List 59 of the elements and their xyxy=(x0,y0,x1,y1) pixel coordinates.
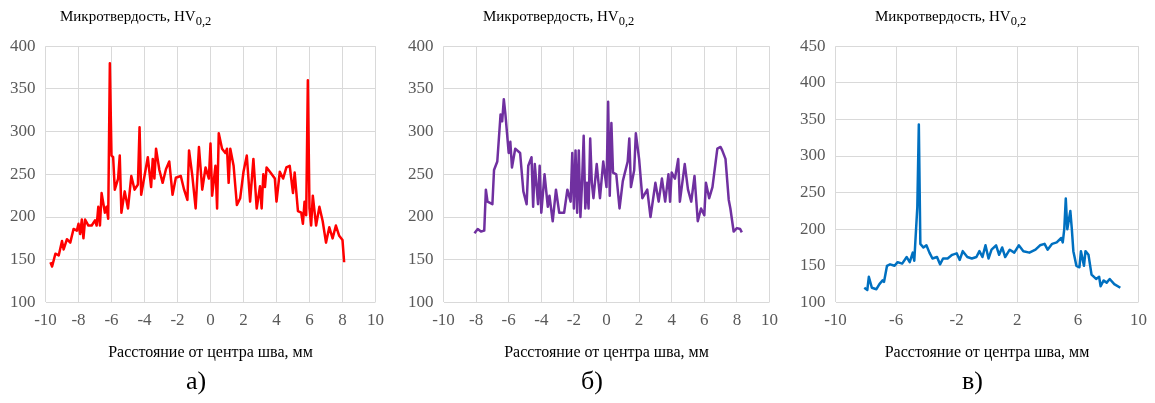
x-tick-label: 10 xyxy=(367,310,384,330)
x-tick-label: -10 xyxy=(34,310,57,330)
x-axis-title: Расстояние от центра шва, мм xyxy=(504,342,709,361)
y-tick-label: 250 xyxy=(408,163,434,183)
y-tick-label: 150 xyxy=(408,249,434,269)
y-tick-label: 350 xyxy=(800,108,826,128)
y-tick-label: 150 xyxy=(10,249,36,269)
y-tick-label: 450 xyxy=(800,35,826,55)
x-axis-title: Расстояние от центра шва, мм xyxy=(884,342,1090,361)
y-tick-label: 300 xyxy=(800,145,826,165)
x-tick-label: 2 xyxy=(1013,310,1022,330)
x-tick-label: -10 xyxy=(432,310,455,330)
y-tick-label: 400 xyxy=(800,72,826,92)
y-tick-label: 350 xyxy=(10,78,36,98)
text: б) xyxy=(580,366,604,396)
x-tick-label: -8 xyxy=(469,310,484,330)
x-tick-label: -4 xyxy=(137,310,153,330)
y-tick-label: 200 xyxy=(10,206,36,226)
text: а) xyxy=(184,366,208,396)
x-tick-label: -4 xyxy=(534,310,549,330)
x-tick-label: 6 xyxy=(700,310,709,330)
x-tick-label: 6 xyxy=(305,310,314,330)
x-tick-label: -2 xyxy=(949,310,964,330)
y-axis-title: Микротвердость, HV$_{0,2}$ xyxy=(875,8,1027,29)
x-tick-label: 8 xyxy=(732,310,742,330)
y-tick-label: 300 xyxy=(10,121,36,141)
y-axis-title: Микротвердость, HV$_{0,2}$ xyxy=(483,8,635,29)
y-tick-label: 100 xyxy=(800,291,826,311)
y-tick-label: 150 xyxy=(800,255,826,275)
y-tick-label: 250 xyxy=(10,163,36,183)
x-tick-label: -6 xyxy=(104,310,119,330)
x-tick-label: -6 xyxy=(889,310,904,330)
x-tick-label: -6 xyxy=(501,310,516,330)
text: в) xyxy=(961,366,984,396)
x-tick-label: 0 xyxy=(602,310,611,330)
y-tick-label: 350 xyxy=(408,78,434,98)
y-tick-label: 200 xyxy=(408,206,434,226)
y-tick-label: 250 xyxy=(800,182,826,202)
x-tick-label: -2 xyxy=(566,310,581,330)
x-tick-label: -8 xyxy=(71,310,86,330)
x-tick-label: 4 xyxy=(667,310,677,330)
x-axis-title: Расстояние от центра шва, мм xyxy=(108,342,313,361)
y-tick-label: 100 xyxy=(10,291,36,311)
x-tick-label: 4 xyxy=(272,310,282,330)
x-tick-label: 2 xyxy=(634,310,644,330)
y-tick-label: 400 xyxy=(408,35,434,55)
x-tick-label: 10 xyxy=(1130,310,1147,330)
y-tick-label: 100 xyxy=(408,291,434,311)
x-tick-label: 8 xyxy=(338,310,347,330)
y-tick-label: 200 xyxy=(800,218,826,238)
x-tick-label: 2 xyxy=(239,310,248,330)
x-tick-label: -10 xyxy=(824,310,847,330)
x-tick-label: -2 xyxy=(170,310,185,330)
x-tick-label: 6 xyxy=(1073,310,1083,330)
y-tick-label: 300 xyxy=(408,121,434,141)
x-tick-label: 0 xyxy=(206,310,215,330)
y-axis-title: Микротвердость, HV$_{0,2}$ xyxy=(60,8,212,29)
y-tick-label: 400 xyxy=(10,35,36,55)
x-tick-label: 10 xyxy=(761,310,778,330)
